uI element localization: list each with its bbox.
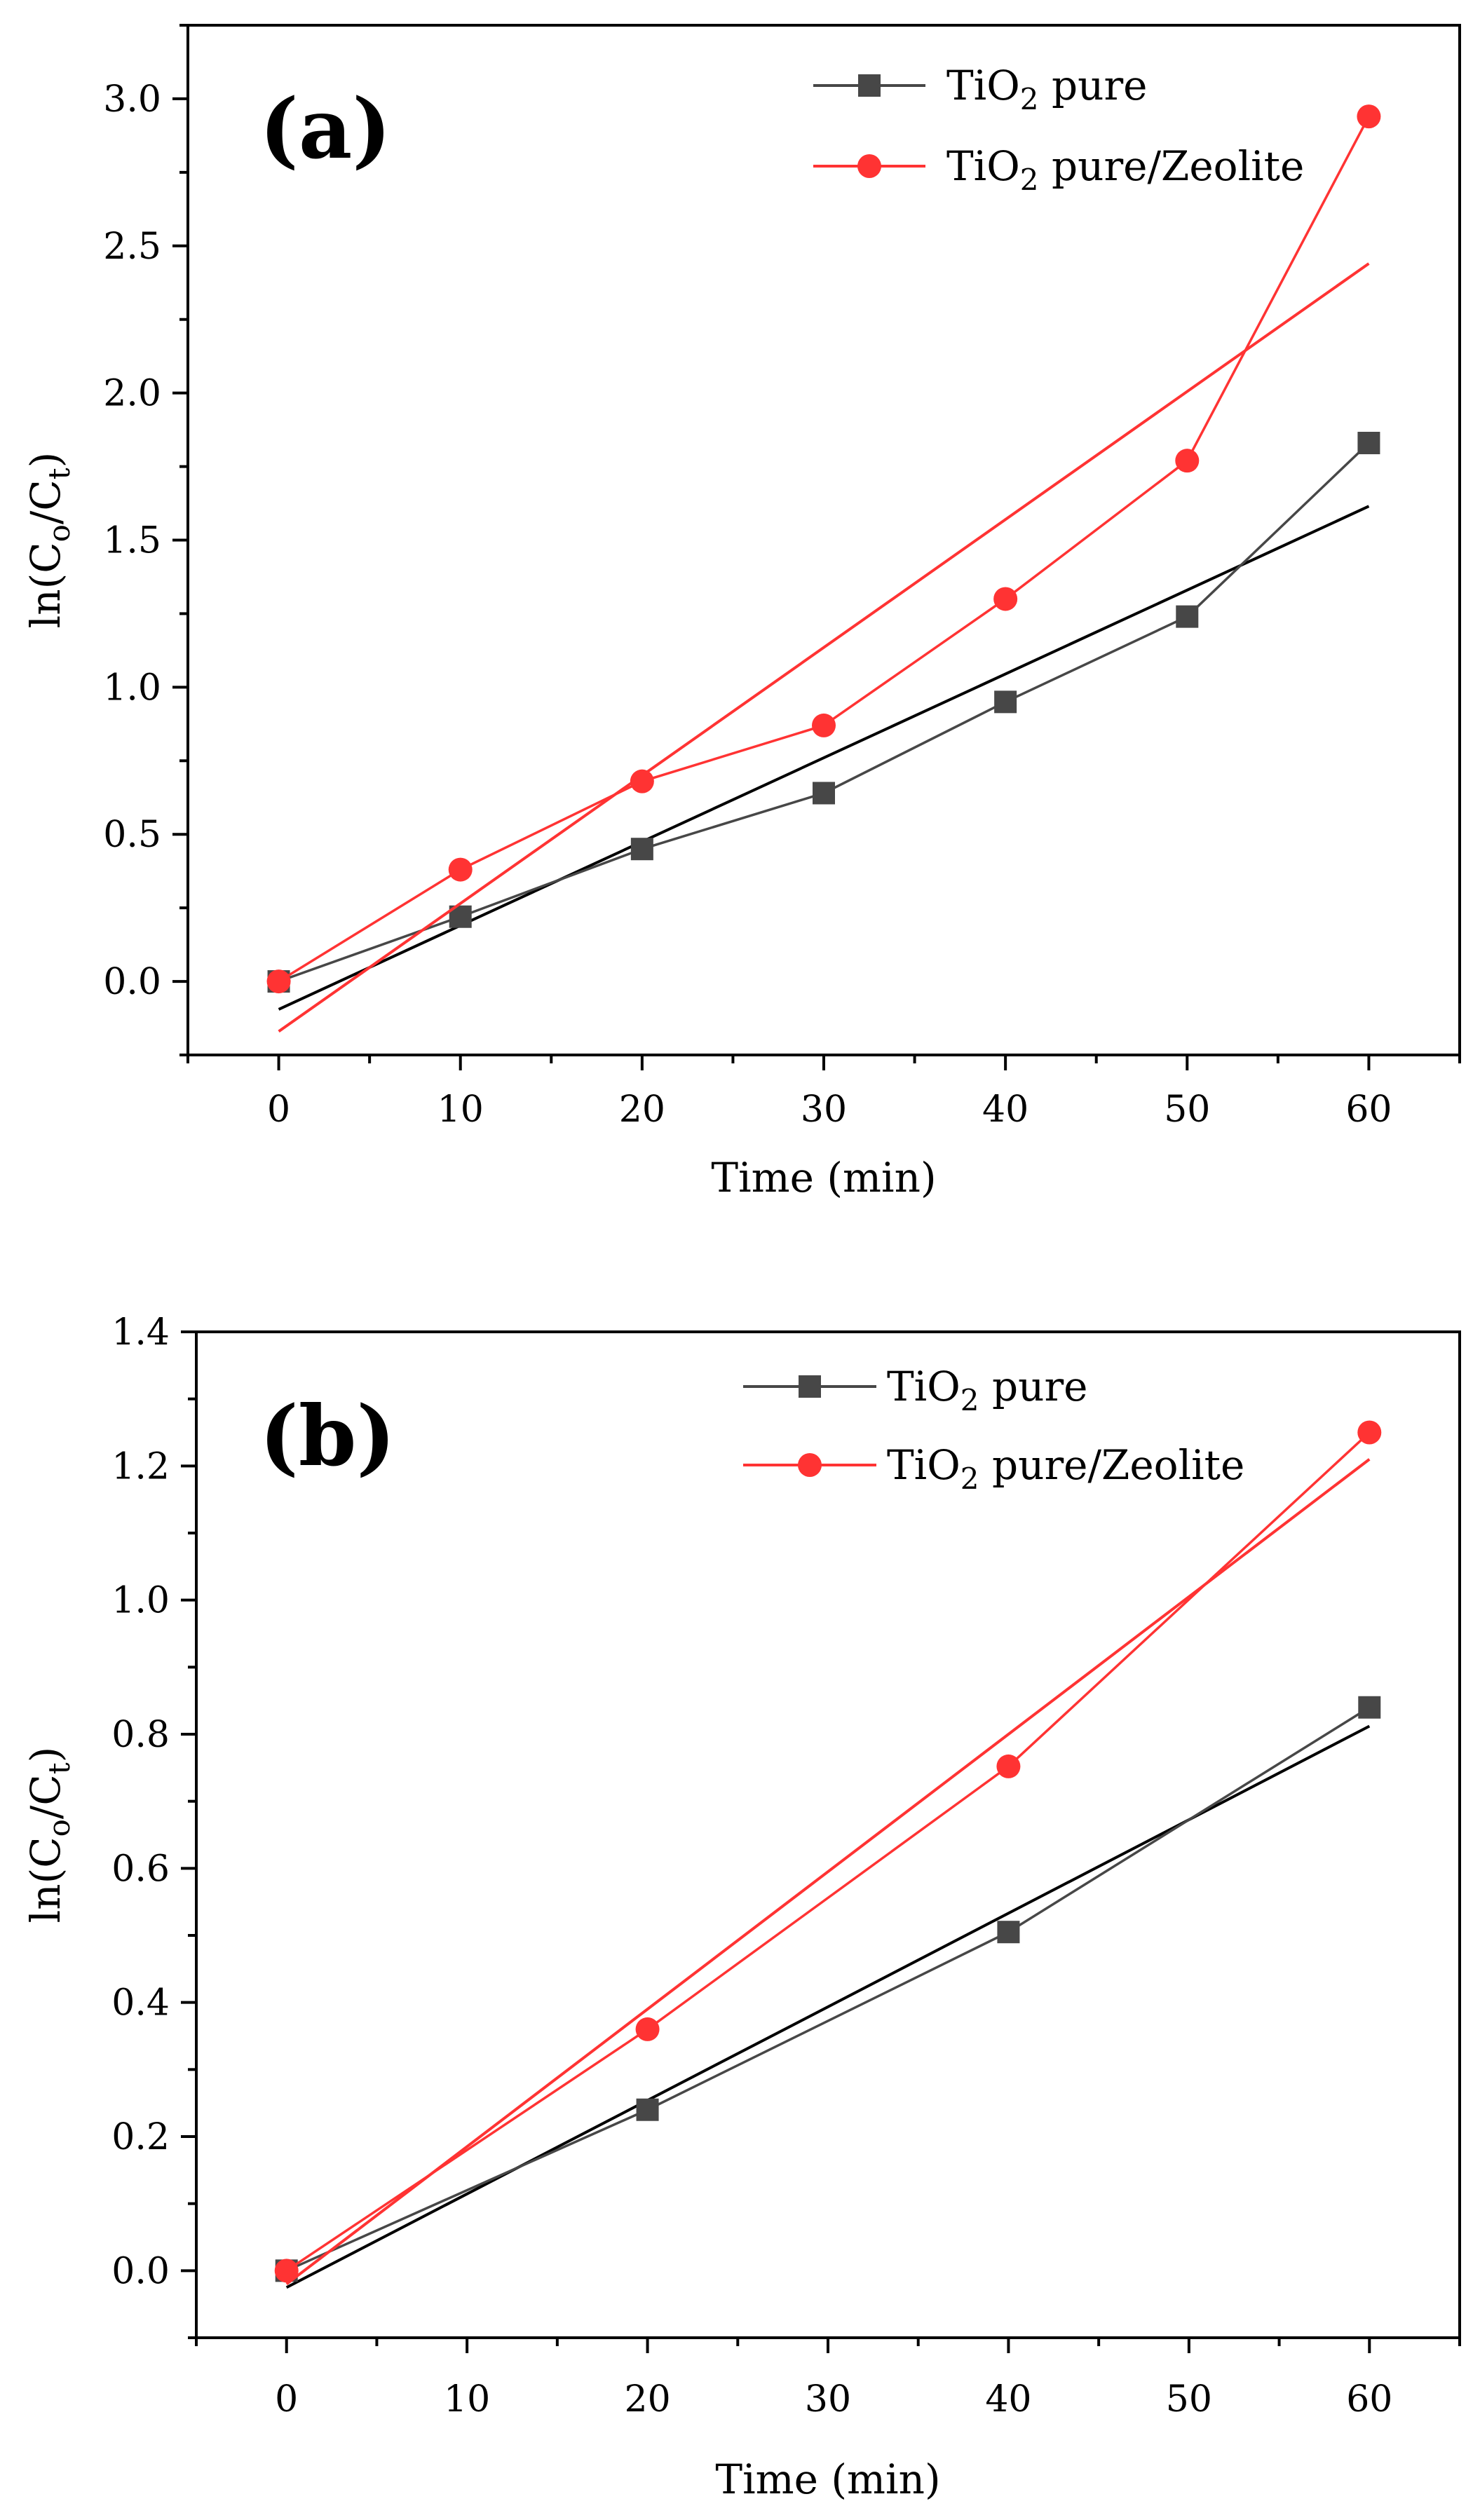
tio2-zeolite-fit-line [285, 1458, 1371, 2286]
tio2-pure-point [997, 1921, 1020, 1944]
y-axis-title: ln(Co/Ct) [22, 452, 76, 629]
y-tick-label: 0.6 [111, 1848, 170, 1890]
x-tick-label: 50 [1166, 2378, 1212, 2420]
tio2-zeolite-point [274, 2259, 299, 2283]
tio2-zeolite-point [1357, 104, 1381, 129]
tio2-pure-legend-label: TiO2 pure [887, 1363, 1088, 1417]
y-tick-label: 3.0 [103, 79, 161, 121]
y-tick-label: 1.4 [111, 1312, 170, 1354]
legend-label-subscript: 2 [1020, 82, 1039, 116]
legend-label-subscript: 2 [960, 1383, 979, 1417]
y-axis-title-subscript: t [42, 468, 76, 479]
y-tick-label: 2.5 [103, 226, 161, 268]
x-tick-label: 20 [619, 1089, 665, 1131]
y-axis-title-subscript: o [42, 524, 76, 542]
tio2-zeolite-point [630, 769, 654, 794]
tio2-zeolite-point [448, 857, 473, 882]
y-tick-label: 2.0 [103, 373, 161, 415]
tio2-zeolite-point [266, 969, 291, 994]
legend-label-part: pure [1039, 62, 1148, 109]
legend-label-part: pure/Zeolite [1039, 142, 1305, 190]
y-axis-title-part: ln(C [22, 1837, 69, 1923]
tio2-pure-point [636, 2098, 659, 2121]
legend-label-part: TiO [887, 1441, 960, 1489]
y-axis-title-part: /C [22, 479, 69, 524]
x-tick-label: 60 [1346, 2378, 1392, 2420]
x-tick-label: 0 [275, 2378, 298, 2420]
tio2-zeolite-series-line [278, 116, 1370, 983]
legend-label-subscript: 2 [960, 1462, 979, 1496]
tio2-zeolite-series-line [285, 1431, 1371, 2272]
tio2-zeolite-legend-marker [798, 1453, 822, 1477]
tio2-pure-fit-line [278, 505, 1370, 1011]
x-tick-label: 40 [982, 1089, 1028, 1131]
y-tick-label: 0.0 [111, 2250, 170, 2292]
x-tick-label: 10 [437, 1089, 484, 1131]
tio2-pure-legend-label: TiO2 pure [946, 62, 1148, 116]
tio2-pure-fit-line [285, 1724, 1371, 2289]
y-tick-label: 0.2 [111, 2116, 170, 2158]
y-tick-label: 1.0 [111, 1580, 170, 1622]
legend-label-part: TiO [946, 142, 1020, 190]
y-tick-label: 0.4 [111, 1982, 170, 2024]
tio2-pure-point [630, 838, 653, 861]
x-tick-label: 30 [805, 2378, 851, 2420]
chart-b: 0 10 20 30 40 50 60 0.0 0.2 0.4 0.6 0.8 1.0 1.2 1.4 Tim… [22, 1312, 1461, 2503]
legend-label-subscript: 2 [1020, 163, 1039, 197]
tio2-zeolite-point [1175, 449, 1200, 473]
tio2-pure-legend-marker [799, 1375, 821, 1398]
x-axis-title: Time (min) [715, 2456, 940, 2503]
y-tick-label: 1.5 [103, 520, 161, 562]
tio2-zeolite-point [996, 1754, 1021, 1778]
tio2-zeolite-point [635, 2017, 660, 2041]
y-tick-label: 1.0 [103, 667, 161, 709]
x-tick-label: 40 [985, 2378, 1031, 2420]
x-tick-label: 30 [801, 1089, 847, 1131]
tio2-pure-point [994, 690, 1017, 714]
tio2-zeolite-point [993, 587, 1018, 611]
tio2-pure-series-line [278, 442, 1370, 983]
tio2-zeolite-legend-marker [857, 154, 881, 178]
y-axis-title-part: /C [22, 1774, 69, 1819]
y-tick-label: 0.5 [103, 814, 161, 856]
legend-label-part: pure/Zeolite [979, 1441, 1245, 1489]
chart-panel-b: 0 10 20 30 40 50 60 0.0 0.2 0.4 0.6 0.8 1.0 1.2 1.4 Tim… [0, 1262, 1480, 2520]
chart-panel-a: 0 10 20 30 40 50 60 0.0 0.5 1.0 1.5 2.0 2.5 3.0 Time (… [22, 24, 1461, 1201]
tio2-zeolite-legend-label: TiO2 pure/Zeolite [946, 142, 1304, 197]
y-axis-title-part: ln(C [22, 542, 69, 628]
legend-label-part: pure [979, 1363, 1088, 1410]
tio2-pure-series-line [286, 1706, 1371, 2272]
tio2-zeolite-legend-label: TiO2 pure/Zeolite [887, 1441, 1244, 1496]
y-axis-title-part: ) [22, 1747, 69, 1763]
legend-label-part: TiO [887, 1363, 960, 1410]
x-tick-label: 50 [1164, 1089, 1210, 1131]
x-tick-label: 0 [267, 1089, 290, 1131]
tio2-pure-point [1357, 431, 1380, 454]
x-tick-label: 20 [624, 2378, 670, 2420]
y-tick-label: 1.2 [111, 1445, 170, 1487]
tio2-pure-legend-marker [858, 74, 881, 97]
chart-a: 0 10 20 30 40 50 60 0.0 0.5 1.0 1.5 2.0 2.5 3.0 Time (… [22, 24, 1461, 1201]
x-axis-title: Time (min) [711, 1154, 936, 1201]
tio2-pure-point [1358, 1696, 1381, 1719]
x-tick-label: 60 [1345, 1089, 1392, 1131]
y-axis-title-subscript: t [42, 1762, 76, 1774]
panel-label: (b) [259, 1387, 395, 1485]
x-tick-label: 10 [444, 2378, 490, 2420]
y-tick-label: 0.8 [111, 1714, 170, 1756]
y-axis-title-subscript: o [42, 1819, 76, 1837]
y-tick-label: 0.0 [103, 961, 161, 1003]
tio2-pure-point [1176, 605, 1199, 628]
tio2-pure-point [813, 782, 835, 805]
panel-label: (a) [259, 80, 391, 177]
tio2-zeolite-point [1357, 1420, 1382, 1445]
y-axis-title-part: ) [22, 452, 69, 468]
y-axis-title: ln(Co/Ct) [22, 1747, 76, 1923]
legend-label-part: TiO [946, 62, 1020, 109]
tio2-zeolite-fit-line [278, 262, 1370, 1033]
tio2-zeolite-point [812, 713, 836, 737]
